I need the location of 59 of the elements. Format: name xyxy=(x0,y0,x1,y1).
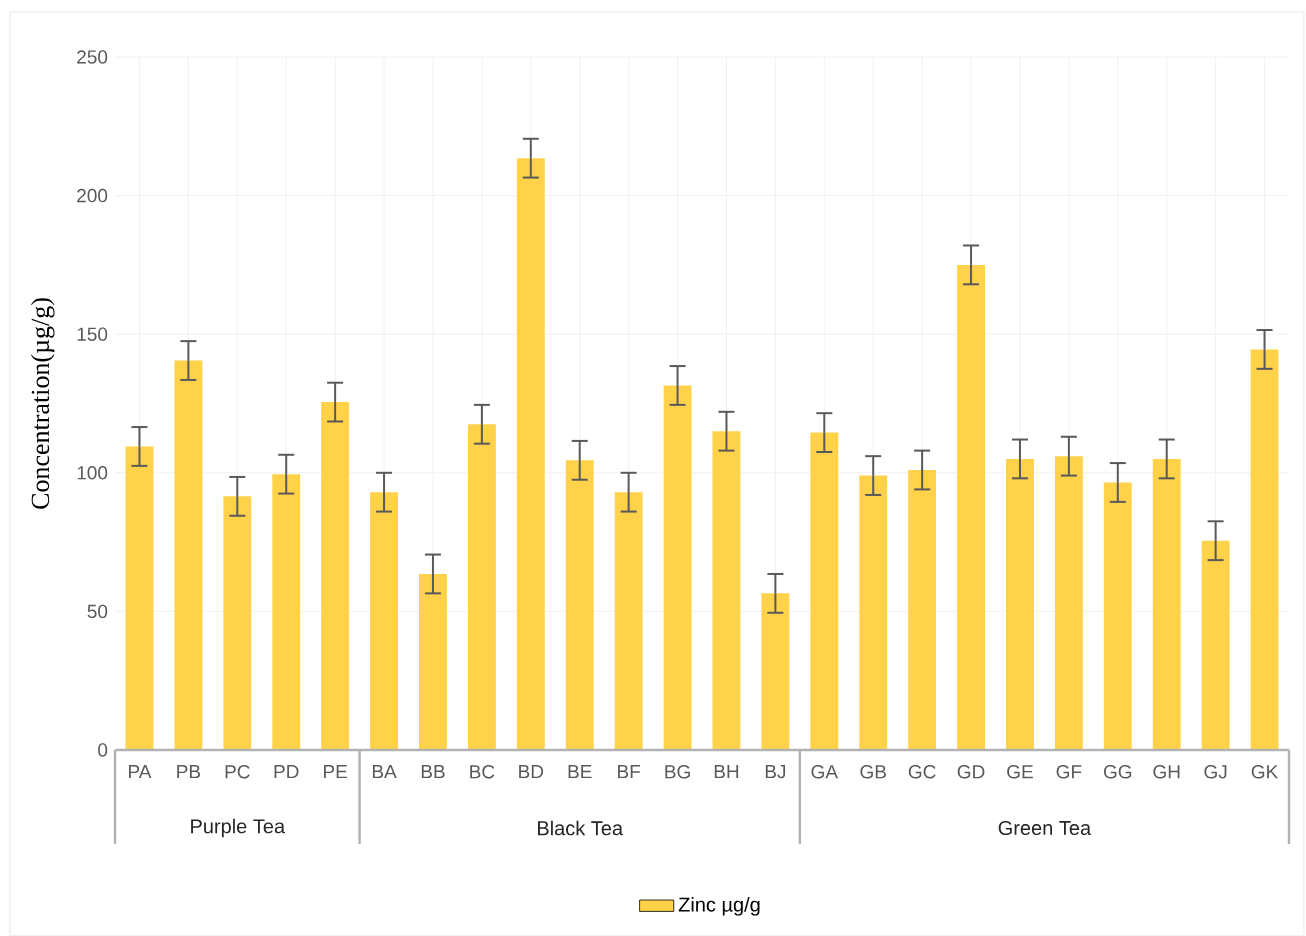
bar xyxy=(859,475,888,750)
x-tick-label: GC xyxy=(908,765,936,779)
x-tick-label: GB xyxy=(860,765,886,779)
x-tick-label: BB xyxy=(421,765,445,779)
x-tick-label: GE xyxy=(1007,765,1033,779)
bar xyxy=(761,593,790,750)
bar xyxy=(908,470,937,750)
text: Black Tea xyxy=(537,820,624,836)
y-tick-label: 200 xyxy=(77,188,108,203)
x-tick-label: BH xyxy=(714,765,739,779)
x-tick-label: BJ xyxy=(765,765,786,779)
x-tick-label: PC xyxy=(225,765,250,779)
y-tick-label: 0 xyxy=(98,743,108,757)
bar xyxy=(321,402,350,750)
x-tick-label: PD xyxy=(274,765,299,779)
x-tick-label: BF xyxy=(618,765,641,779)
bar xyxy=(1201,540,1230,750)
x-tick-label: GA xyxy=(811,765,838,779)
bar xyxy=(1103,482,1132,750)
legend-label: Zinc µg/g xyxy=(678,896,760,916)
bar xyxy=(1250,349,1279,750)
x-tick-label: GG xyxy=(1103,765,1132,779)
x-tick-label: BG xyxy=(665,765,690,779)
bar xyxy=(419,573,447,750)
y-tick-label: 100 xyxy=(77,466,108,480)
x-tick-label: GJ xyxy=(1204,765,1227,779)
x-tick-label: BA xyxy=(372,765,397,779)
x-tick-label: PE xyxy=(324,765,347,779)
bar xyxy=(370,492,398,750)
y-tick-label: 150 xyxy=(77,327,108,341)
bar xyxy=(957,264,985,750)
bar xyxy=(1006,458,1034,750)
x-tick-label: PB xyxy=(177,765,201,779)
x-tick-label: BE xyxy=(568,765,592,779)
bar xyxy=(1054,456,1083,750)
y-axis-title: Concentration(µg/g) xyxy=(30,298,55,509)
y-tick-label: 250 xyxy=(77,50,108,64)
bar xyxy=(467,424,496,750)
bar xyxy=(223,496,252,750)
bar xyxy=(565,460,594,750)
bar xyxy=(810,432,839,750)
bar xyxy=(174,360,203,750)
bar xyxy=(516,158,545,750)
x-tick-label: BC xyxy=(470,765,495,779)
bar xyxy=(125,446,154,750)
y-tick-label: 50 xyxy=(87,604,108,619)
text: Purple Tea xyxy=(191,818,286,838)
bar xyxy=(663,385,692,750)
x-tick-label: PA xyxy=(129,765,152,779)
bar xyxy=(712,431,741,750)
x-tick-label: GK xyxy=(1251,765,1279,779)
bar xyxy=(272,474,301,750)
x-tick-label: GD xyxy=(957,765,985,779)
bar xyxy=(614,492,643,750)
x-tick-label: GH xyxy=(1153,765,1180,779)
x-tick-label: BD xyxy=(519,765,544,779)
x-tick-label: GF xyxy=(1056,765,1082,779)
text: Green Tea xyxy=(998,820,1092,836)
bar xyxy=(1152,458,1181,750)
